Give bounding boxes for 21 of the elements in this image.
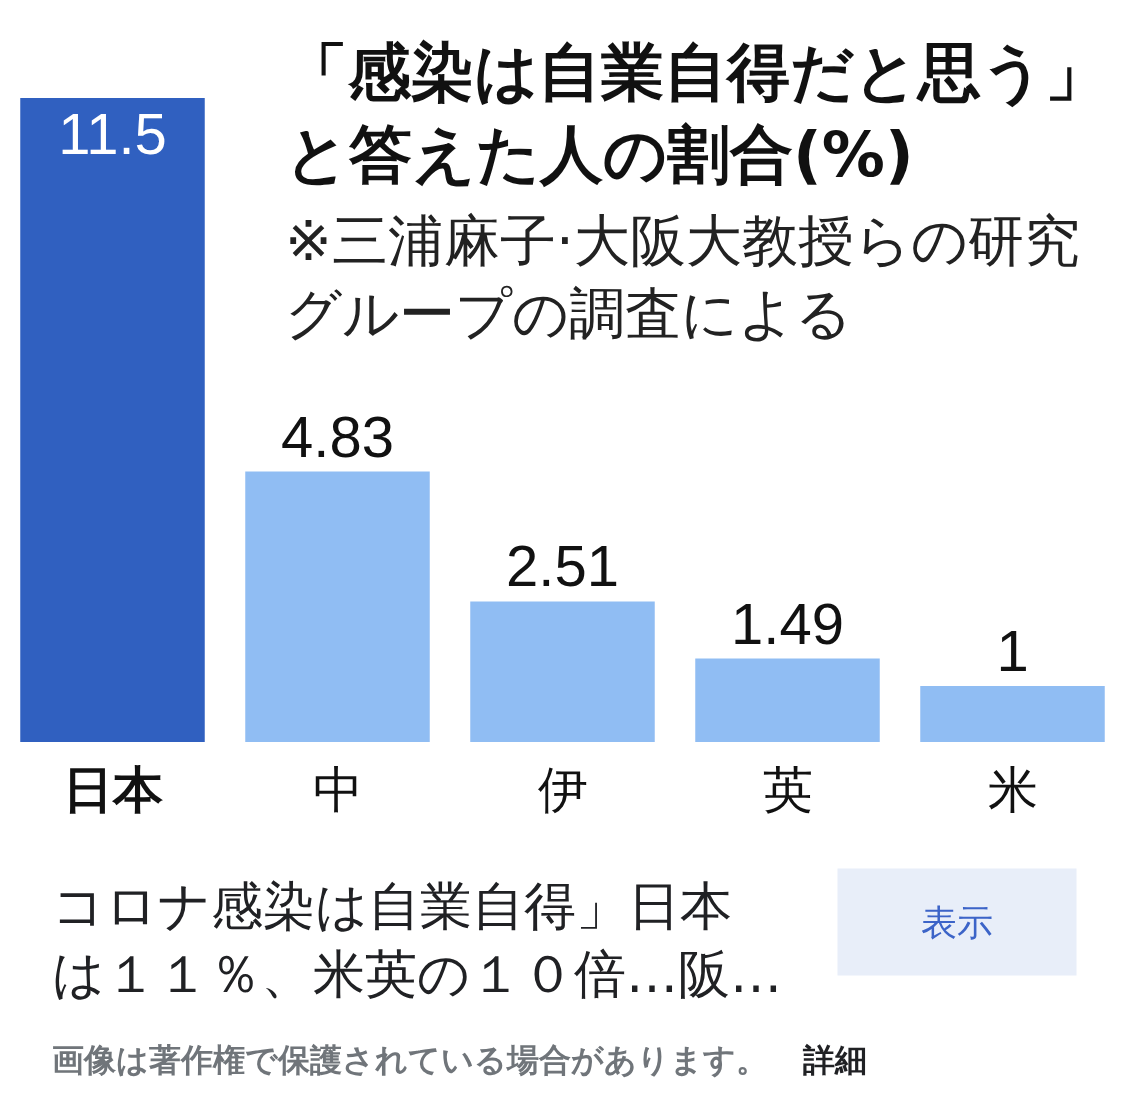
x-tick-label: 伊 <box>537 761 588 819</box>
bar <box>695 658 880 742</box>
bar <box>920 686 1105 742</box>
x-tick-label: 米 <box>987 761 1038 819</box>
data-label: 1.49 <box>731 590 844 656</box>
data-label: 2.51 <box>506 533 619 599</box>
bar <box>470 601 655 742</box>
text: 表示 <box>921 901 993 943</box>
text: 画像は著作権で保護されている場合があります。 <box>52 1041 768 1079</box>
text: ※三浦麻子·大阪大教授らの研究グループの調査による <box>285 208 1080 346</box>
data-label: 1 <box>996 618 1029 683</box>
data-label: 4.83 <box>281 403 394 469</box>
chart-title: 「感染は自業自得だと思う」と答えた人の割合(%) <box>285 35 1108 191</box>
bar <box>20 98 205 742</box>
x-tick-label: 英 <box>762 761 813 819</box>
bar <box>245 471 430 742</box>
text: 詳細 <box>802 1041 867 1079</box>
x-tick-label: 中 <box>312 761 363 819</box>
text: コロナ感染は自業自得」日本は１１％、米英の１０倍…阪… <box>52 876 782 1004</box>
x-tick-label: 日本 <box>62 761 163 819</box>
data-label: 11.5 <box>58 101 167 166</box>
